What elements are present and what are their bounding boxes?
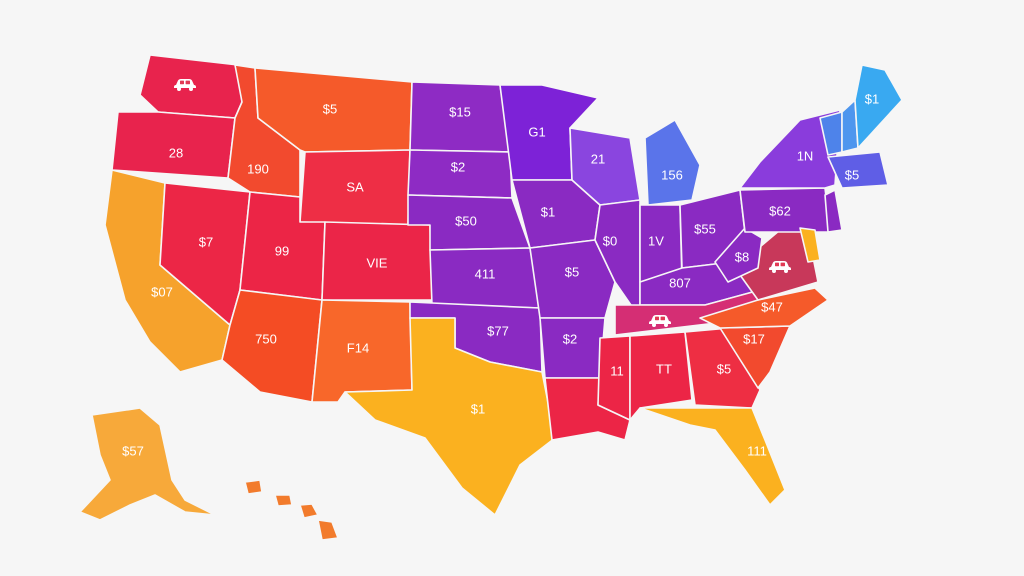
state-label-wv: $8 (735, 249, 749, 264)
state-label-pa: $62 (769, 203, 791, 218)
state-de (799, 227, 821, 263)
state-label-ok: $77 (487, 323, 509, 338)
state-label-mi: 156 (661, 167, 683, 182)
state-il (594, 199, 641, 319)
state-label-il: $0 (603, 233, 617, 248)
state-label-al: TT (656, 361, 672, 376)
state-label-ut: 99 (275, 243, 289, 258)
state-label-ks: 411 (475, 266, 496, 281)
state-label-az: 750 (255, 331, 277, 346)
state-wv (714, 227, 763, 283)
state-label-oh: $55 (694, 221, 716, 236)
state-label-nm: F14 (347, 340, 369, 355)
state-label-mo: $5 (565, 264, 579, 279)
state-label-or: 28 (169, 145, 183, 160)
state-label-tx: $1 (471, 401, 485, 416)
state-label-ky: 807 (669, 275, 691, 290)
state-tx (344, 317, 556, 516)
state-me (854, 64, 903, 149)
state-ny (739, 109, 841, 189)
state-label-me: $1 (865, 91, 879, 106)
state-mi (644, 119, 701, 206)
state-hi (244, 479, 339, 541)
state-label-nd: $15 (449, 104, 471, 119)
state-label-ga: $5 (717, 361, 731, 376)
state-label-ak: $57 (122, 443, 144, 458)
state-nj (824, 189, 843, 233)
state-mo (529, 239, 616, 319)
state-label-ca: $07 (151, 284, 173, 299)
state-label-ny: 1N (797, 148, 814, 163)
state-label-mt: $5 (323, 101, 337, 116)
state-label-in: 1V (648, 233, 664, 248)
state-ma (827, 151, 889, 189)
state-label-co: VIE (367, 255, 388, 270)
state-fl (639, 407, 786, 506)
state-ak (79, 407, 216, 521)
state-label-sc: $17 (743, 331, 765, 346)
state-label-ar: $2 (563, 331, 577, 346)
state-label-id: 190 (247, 161, 269, 176)
state-label-wy: SA (346, 179, 364, 194)
state-label-mn: G1 (528, 124, 545, 139)
state-label-wi: 21 (591, 151, 605, 166)
state-label-sd: $2 (451, 159, 465, 174)
state-label-ma: $5 (845, 167, 859, 182)
state-al (629, 331, 693, 421)
state-ar (539, 317, 606, 379)
state-label-ne: $50 (455, 213, 477, 228)
state-label-nv: $7 (199, 234, 213, 249)
state-label-ms: 11 (610, 363, 624, 378)
state-label-nc: $47 (761, 299, 783, 314)
state-label-ia: $1 (541, 204, 555, 219)
state-label-fl: 111 (747, 443, 767, 458)
